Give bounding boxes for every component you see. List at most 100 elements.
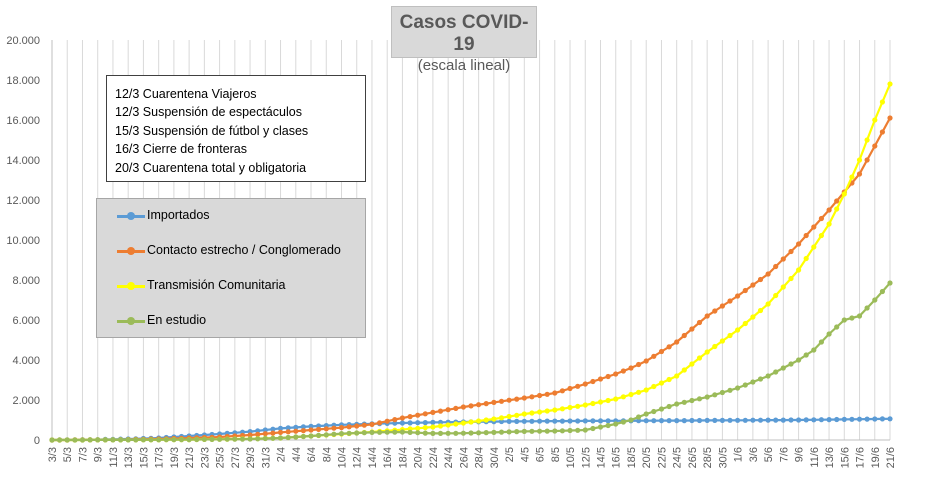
x-tick-label: 4/4 [291,447,303,462]
data-point [750,417,756,423]
data-point [735,385,741,391]
data-point [605,373,611,380]
data-point [674,418,680,424]
data-point [643,387,649,393]
data-point [620,394,627,400]
data-point [277,435,284,441]
data-point [681,367,687,373]
data-point [818,215,825,222]
data-point [300,433,306,440]
data-point [834,206,840,212]
data-point [628,391,634,398]
data-point [79,437,86,443]
data-point [331,431,337,437]
data-point [613,396,619,402]
data-point [658,348,665,355]
chart-legend: Importados Contacto estrecho / Conglomer… [96,198,366,338]
data-point [696,355,703,361]
data-point [727,332,733,339]
data-point [658,380,665,386]
data-point [415,420,421,426]
x-tick-label: 5/6 [763,447,775,462]
data-point [628,417,634,423]
data-point [491,429,497,435]
data-point [780,256,786,262]
data-point [491,399,497,405]
data-point [636,389,642,395]
data-point [856,171,863,177]
data-point [643,411,649,417]
x-tick-label: 30/5 [717,447,729,468]
data-point [864,305,870,311]
data-point [239,436,246,442]
data-point [727,298,733,304]
data-point [757,276,764,283]
data-point [818,232,825,239]
x-tick-label: 15/6 [839,447,851,468]
data-point [323,432,329,438]
data-point [582,402,588,408]
data-point [293,434,299,440]
x-tick-label: 19/3 [169,447,181,468]
data-point [575,383,581,389]
data-point [773,292,779,299]
data-point [834,198,840,204]
x-tick-label: 6/5 [535,447,547,462]
data-point [445,422,451,428]
data-point [118,437,124,443]
data-point [742,382,748,388]
data-point [521,428,527,434]
data-point [856,416,863,422]
data-point [468,430,474,436]
x-tick-label: 24/4 [443,447,455,468]
data-point [308,423,314,429]
data-point [285,425,291,431]
x-tick-label: 5/3 [62,447,74,462]
data-point [483,417,489,423]
y-tick-label: 18.000 [6,75,40,87]
data-point [148,437,154,443]
series-layer [49,81,893,443]
data-point [498,415,505,421]
y-tick-label: 8.000 [12,275,40,287]
legend-marker [127,282,135,290]
data-point [460,404,466,410]
data-point [826,417,832,423]
data-point [476,402,482,408]
data-point [856,157,863,163]
data-point [712,417,718,423]
data-point [354,423,360,429]
data-point [133,437,139,443]
data-point [262,431,268,437]
x-tick-label: 15/3 [138,447,150,468]
data-point [856,313,863,319]
data-point [529,418,535,424]
data-point [521,411,527,417]
x-tick-label: 17/3 [154,447,166,468]
data-point [64,437,70,443]
data-point [826,331,832,337]
data-point [674,373,680,379]
data-point [796,417,802,423]
data-point [483,430,489,436]
data-point [803,232,809,239]
data-point [597,424,604,430]
data-point [262,427,268,433]
data-point [879,288,886,295]
x-tick-label: 10/5 [565,447,577,468]
x-tick-label: 6/4 [306,447,318,462]
data-point [849,315,855,321]
data-point [750,282,756,288]
data-point [780,284,786,290]
data-point [331,425,337,431]
data-point [696,417,703,424]
x-tick-label: 9/3 [93,447,105,462]
data-point [430,409,436,415]
data-point [415,430,421,436]
data-point [582,381,588,387]
chart-title: Casos COVID-19 [399,12,529,55]
x-tick-label: 21/3 [184,447,196,468]
data-point [308,427,314,433]
data-point [156,437,162,443]
data-point [415,425,421,431]
